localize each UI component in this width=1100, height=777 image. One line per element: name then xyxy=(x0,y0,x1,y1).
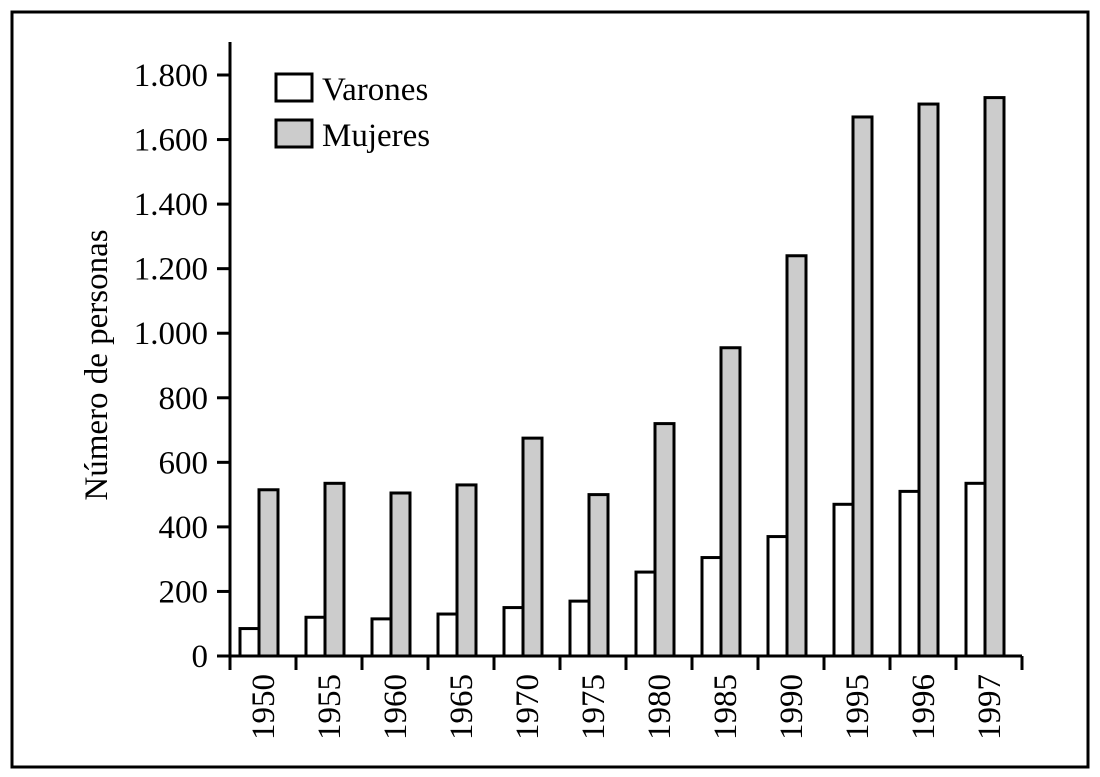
y-tick-label: 1.800 xyxy=(134,58,208,94)
x-tick-label: 1980 xyxy=(642,674,678,740)
bar-mujeres-1970 xyxy=(521,436,544,658)
bar-mujeres-1996 xyxy=(917,102,940,658)
bar-mujeres-1955 xyxy=(323,481,346,658)
legend-label-varones: Varones xyxy=(322,72,428,108)
y-tick-label: 1.200 xyxy=(134,252,208,288)
legend-label-mujeres: Mujeres xyxy=(322,118,430,154)
x-tick-label: 1950 xyxy=(246,674,282,740)
bar-varones-1985 xyxy=(700,556,723,658)
bar-varones-1975 xyxy=(568,599,591,658)
y-axis-label: Número de personas xyxy=(79,229,115,500)
x-tick-label: 1985 xyxy=(708,674,744,740)
y-tick-label: 800 xyxy=(159,381,209,417)
x-tick-label: 1997 xyxy=(972,674,1008,740)
y-tick-label: 600 xyxy=(159,445,209,481)
y-tick-label: 200 xyxy=(159,574,209,610)
y-tick-label: 1.000 xyxy=(134,316,208,352)
x-tick-label: 1955 xyxy=(312,674,348,740)
legend: Varones Mujeres xyxy=(274,72,430,154)
bar-varones-1997 xyxy=(964,481,987,658)
bar-varones-1950 xyxy=(238,627,261,658)
bar-varones-1960 xyxy=(370,617,393,658)
y-tick-label: 1.400 xyxy=(134,187,208,223)
x-tick-label: 1995 xyxy=(840,674,876,740)
bar-varones-1965 xyxy=(436,612,459,658)
bar-mujeres-1960 xyxy=(389,491,412,658)
y-tick-label: 0 xyxy=(192,639,209,675)
bar-varones-1996 xyxy=(898,489,921,658)
bar-varones-1955 xyxy=(304,615,327,658)
x-tick-label: 1975 xyxy=(576,674,612,740)
bar-mujeres-1950 xyxy=(257,488,280,658)
bar-mujeres-1980 xyxy=(653,422,676,658)
x-tick-label: 1990 xyxy=(774,674,810,740)
x-tick-label: 1965 xyxy=(444,674,480,740)
x-tick-label: 1960 xyxy=(378,674,414,740)
bar-varones-1995 xyxy=(832,502,855,658)
bar-mujeres-1990 xyxy=(785,254,808,658)
bar-varones-1990 xyxy=(766,535,789,658)
bar-mujeres-1965 xyxy=(455,483,478,658)
legend-swatch-varones xyxy=(274,72,314,103)
x-tick-label: 1970 xyxy=(510,674,546,740)
legend-swatch-mujeres xyxy=(274,118,314,149)
bar-varones-1970 xyxy=(502,606,525,658)
bar-varones-1980 xyxy=(634,570,657,658)
bar-mujeres-1975 xyxy=(587,493,610,658)
bar-mujeres-1997 xyxy=(983,96,1006,658)
bar-mujeres-1995 xyxy=(851,115,874,658)
plot-area: 0 200 400 600 800 1.000 1.200 1.400 1.600 1.800 19… xyxy=(134,42,1024,740)
y-tick-label: 1.600 xyxy=(134,123,208,159)
y-tick-label: 400 xyxy=(159,510,209,546)
x-tick-label: 1996 xyxy=(906,674,942,740)
bar-mujeres-1985 xyxy=(719,346,742,658)
